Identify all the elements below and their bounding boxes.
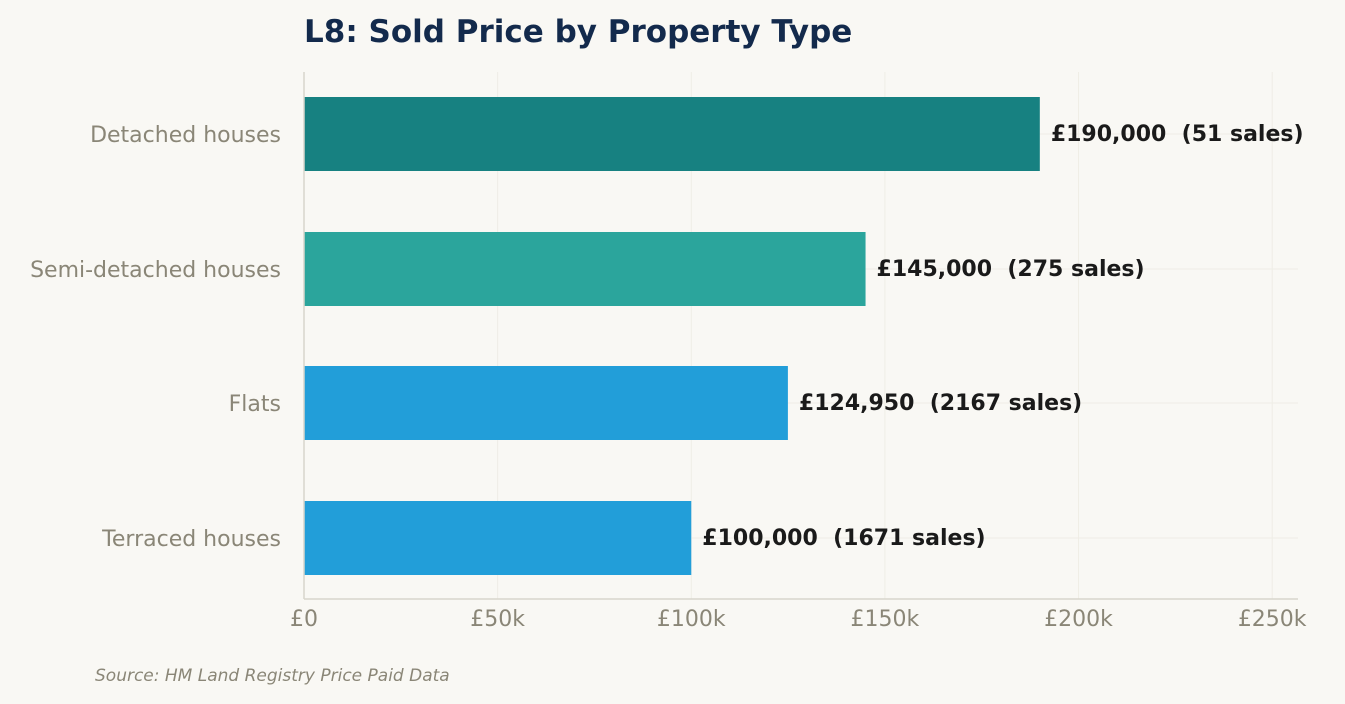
axes bbox=[303, 72, 1298, 600]
x-tick-label: £150k bbox=[851, 607, 920, 632]
bar bbox=[304, 97, 1040, 171]
y-tick-label: Flats bbox=[229, 392, 281, 417]
data-label: £100,000 (1671 sales) bbox=[702, 526, 985, 551]
y-tick-label: Terraced houses bbox=[101, 527, 281, 552]
source-note: Source: HM Land Registry Price Paid Data bbox=[95, 666, 450, 686]
x-tick-label: £200k bbox=[1044, 607, 1113, 632]
y-tick-label: Semi-detached houses bbox=[30, 258, 281, 283]
bar bbox=[304, 501, 692, 575]
x-tick-label: £50k bbox=[470, 607, 525, 632]
x-tick-label: £0 bbox=[290, 607, 318, 632]
y-tick-label: Detached houses bbox=[90, 123, 281, 148]
x-tick-label: £250k bbox=[1238, 607, 1307, 632]
chart-title: L8: Sold Price by Property Type bbox=[304, 14, 853, 50]
bar bbox=[304, 366, 788, 440]
x-tick-label: £100k bbox=[657, 607, 726, 632]
labels: Detached houses Semi-detached houses Flats… bbox=[30, 122, 1307, 632]
data-label: £124,950 (2167 sales) bbox=[799, 391, 1082, 416]
bars bbox=[304, 97, 1040, 575]
bar bbox=[304, 232, 866, 306]
data-label: £145,000 (275 sales) bbox=[877, 257, 1145, 282]
data-label: £190,000 (51 sales) bbox=[1051, 122, 1304, 147]
